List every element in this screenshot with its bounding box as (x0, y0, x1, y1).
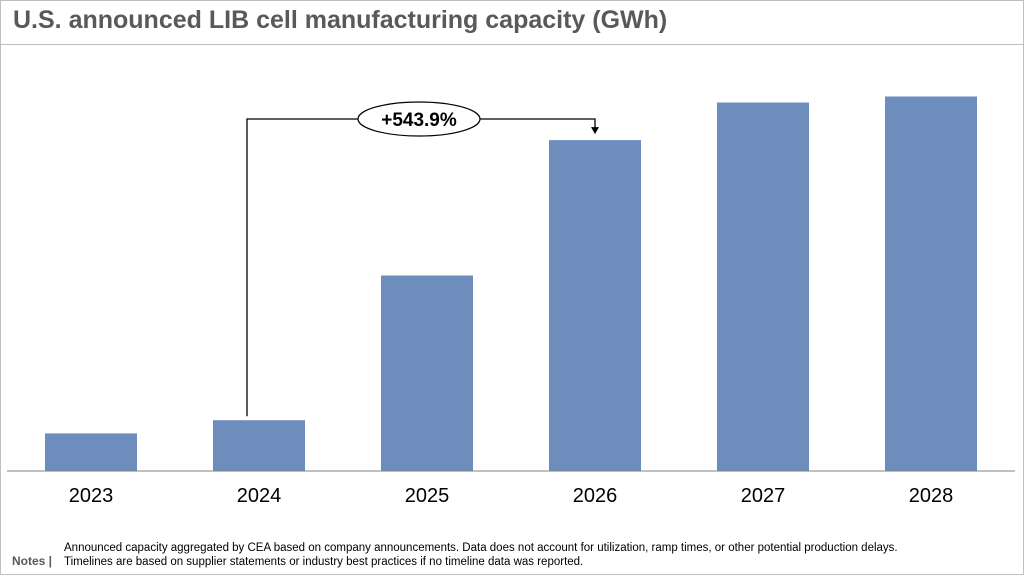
x-tick-label-2027: 2027 (741, 485, 786, 507)
bar-2024 (213, 420, 305, 471)
bar-2028 (885, 96, 977, 471)
x-tick-label-2025: 2025 (405, 485, 450, 507)
x-tick-label-2024: 2024 (237, 485, 282, 507)
bar-2027 (717, 102, 809, 471)
annotation-badge (357, 101, 481, 137)
title-divider (0, 44, 1024, 45)
x-tick-label-2023: 2023 (69, 485, 114, 507)
bar-2025 (381, 275, 473, 471)
x-tick-labels: 2023 2024 2025 2026 2027 2028 (69, 485, 954, 507)
chart-title: U.S. announced LIB cell manufacturing ca… (13, 6, 668, 34)
bar-2026 (549, 140, 641, 471)
x-tick-label-2026: 2026 (573, 485, 618, 507)
notes-line-2: Timelines are based on supplier statemen… (64, 556, 584, 568)
bar-2023 (45, 433, 137, 471)
x-tick-label-2028: 2028 (909, 485, 954, 507)
notes-label: Notes | (12, 554, 53, 568)
notes-line-1: Announced capacity aggregated by CEA bas… (64, 542, 898, 554)
notes-text: Announced capacity aggregated by CEA bas… (64, 541, 898, 569)
growth-annotation: +543.9% (246, 101, 599, 417)
annotation-arrowhead (591, 127, 599, 135)
annotation-label: +543.9% (381, 110, 457, 131)
bars-group (45, 96, 977, 471)
